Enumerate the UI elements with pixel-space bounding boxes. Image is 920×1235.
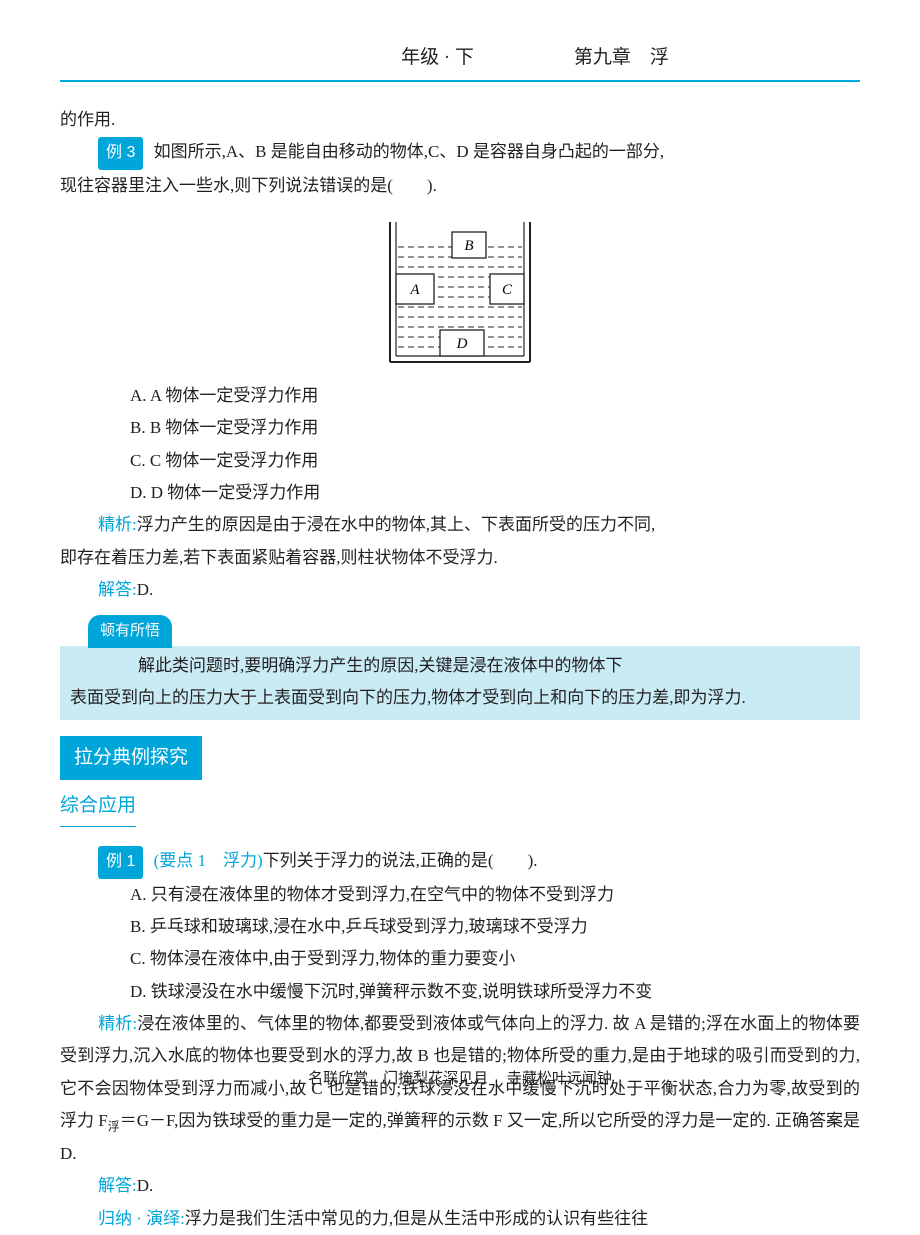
example1-conclude: 归纳 · 演绎:浮力是我们生活中常见的力,但是从生活中形成的认识有些往往 — [60, 1203, 860, 1235]
example3-answer: 解答:D. — [60, 574, 860, 606]
section-banner-row: 拉分典例探究 — [60, 734, 860, 788]
ex1-analysis-label: 精析: — [98, 1014, 137, 1033]
example1-options: A. 只有浸在液体里的物体才受到浮力,在空气中的物体不受到浮力 B. 乒乓球和玻… — [60, 879, 860, 1008]
insight-badge-row: 顿有所悟 — [60, 612, 860, 646]
example1-badge: 例 1 — [98, 846, 143, 878]
option-c: C. C 物体一定受浮力作用 — [130, 445, 860, 477]
section-banner: 拉分典例探究 — [60, 736, 202, 780]
diagram-label-a: A — [409, 282, 420, 298]
diagram-label-b: B — [464, 238, 473, 254]
header-rule — [60, 80, 860, 82]
option-b: B. B 物体一定受浮力作用 — [130, 412, 860, 444]
answer-label: 解答: — [98, 580, 137, 599]
sub-heading-row: 综合应用 — [60, 788, 860, 837]
example3-badge: 例 3 — [98, 137, 143, 169]
example3-stem-b: 现往容器里注入一些水,则下列说法错误的是( ). — [60, 170, 860, 202]
example3-options: A. A 物体一定受浮力作用 B. B 物体一定受浮力作用 C. C 物体一定受… — [60, 380, 860, 509]
page-header: 年级 · 下 第九章 浮 — [60, 40, 860, 76]
diagram-label-c: C — [502, 282, 513, 298]
example3-stem-a: 如图所示,A、B 是能自由移动的物体,C、D 是容器自身凸起的一部分, — [154, 142, 664, 161]
ex1-option-d: D. 铁球浸没在水中缓慢下沉时,弹簧秤示数不变,说明铁球所受浮力不变 — [130, 976, 860, 1008]
diagram-label-d: D — [456, 336, 468, 352]
footer-label: 名联欣赏 — [308, 1070, 368, 1087]
ex1-conclude-label: 归纳 · 演绎: — [98, 1209, 185, 1228]
ex1-option-b: B. 乒乓球和玻璃球,浸在水中,乒乓球受到浮力,玻璃球不受浮力 — [130, 911, 860, 943]
example3-stem: 例 3 如图所示,A、B 是能自由移动的物体,C、D 是容器自身凸起的一部分, — [60, 136, 860, 169]
container-diagram: B A C D — [60, 212, 860, 372]
ex1-option-c: C. 物体浸在液体中,由于受到浮力,物体的重力要变小 — [130, 943, 860, 975]
sub-heading: 综合应用 — [60, 788, 136, 827]
header-right: 第九章 浮 — [574, 40, 669, 76]
insight-block: 顿有所悟解此类问题时,要明确浮力产生的原因,关键是浸在液体中的物体下 表面受到向… — [60, 646, 860, 721]
option-a: A. A 物体一定受浮力作用 — [130, 380, 860, 412]
footer-couplet-left: 门掩梨花深见月 — [383, 1071, 488, 1087]
footer-couplet-right: 寺藏松叶远闻钟 — [507, 1071, 612, 1087]
ex1-answer-label: 解答: — [98, 1176, 137, 1195]
ex1-option-a: A. 只有浸在液体里的物体才受到浮力,在空气中的物体不受到浮力 — [130, 879, 860, 911]
header-left: 年级 · 下 — [401, 40, 474, 76]
continuation-text: 的作用. — [60, 104, 860, 136]
example1-answer: 解答:D. — [60, 1170, 860, 1202]
example3-analysis-b: 即存在着压力差,若下表面紧贴着容器,则柱状物体不受浮力. — [60, 542, 860, 574]
example1-point: (要点 1 浮力) — [154, 851, 263, 870]
example1-stem: 例 1 (要点 1 浮力)下列关于浮力的说法,正确的是( ). — [60, 845, 860, 878]
insight-badge: 顿有所悟 — [88, 615, 172, 648]
page-footer: 名联欣赏 门掩梨花深见月 寺藏松叶远闻钟 — [0, 1065, 920, 1094]
example3-analysis: 精析:浮力产生的原因是由于浸在水中的物体,其上、下表面所受的压力不同, — [60, 509, 860, 541]
analysis-label: 精析: — [98, 515, 137, 534]
option-d: D. D 物体一定受浮力作用 — [130, 477, 860, 509]
